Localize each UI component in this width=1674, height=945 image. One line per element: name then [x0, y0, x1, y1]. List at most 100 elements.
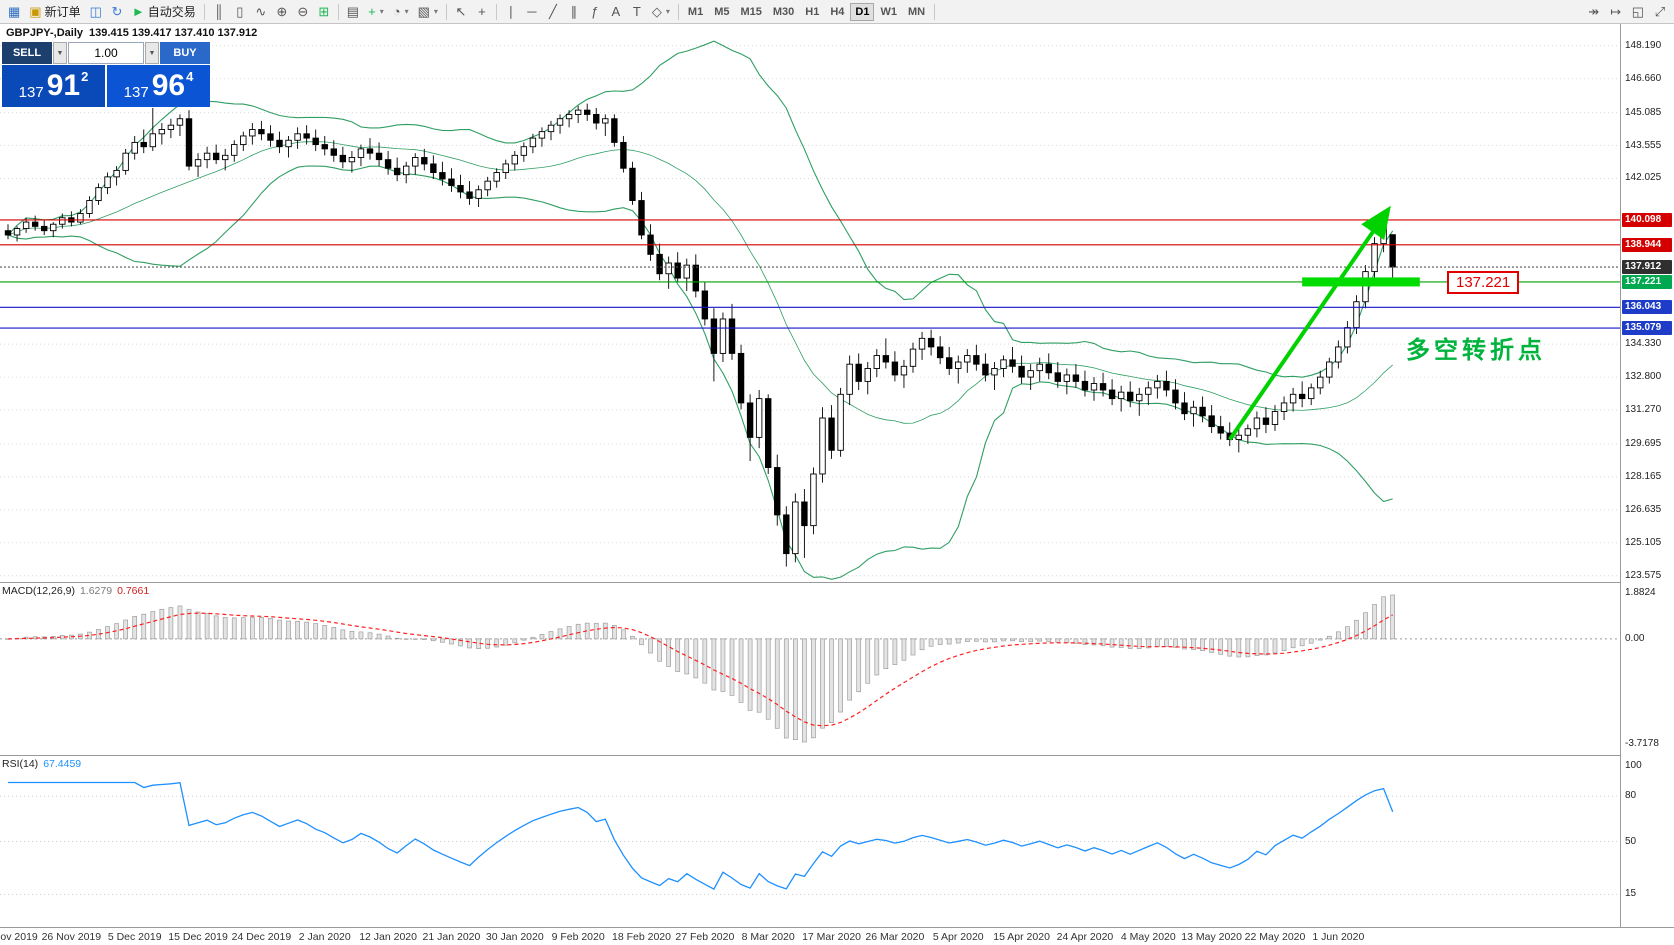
auto-trading-button: ► [131, 4, 145, 19]
arrange-icon[interactable]: ▤ [343, 2, 363, 22]
auto-scroll-icon[interactable]: ↠ [1584, 2, 1604, 22]
date-label: 4 May 2020 [1120, 931, 1176, 943]
text-icon[interactable]: A [606, 2, 626, 22]
support-level-bar[interactable] [1302, 277, 1420, 287]
rsi-name: RSI(14) [2, 758, 39, 770]
candlestick-icon[interactable]: ▯ [230, 2, 250, 22]
timeframe-button-d1[interactable]: D1 [850, 2, 875, 21]
date-label: 27 Feb 2020 [675, 931, 735, 943]
axis-price-label: 125.105 [1625, 536, 1662, 548]
bar-chart-icon[interactable]: ║ [209, 2, 229, 22]
volume-dropdown-icon[interactable]: ▼ [145, 42, 159, 64]
chart-window-icon: ◫ [89, 4, 102, 19]
date-label: 8 Mar 2020 [741, 931, 795, 943]
trendline-icon: ╱ [548, 4, 557, 19]
chart-window-icon[interactable]: ◫ [86, 2, 106, 22]
trend-arrow[interactable] [1228, 205, 1391, 441]
timeframe-button-m30[interactable]: M30 [772, 5, 795, 18]
rsi-value: 67.4459 [43, 758, 82, 770]
periods-icon: ◔ [392, 4, 401, 19]
fibonacci-icon[interactable]: ƒ [585, 2, 605, 22]
axis-price-label: 148.190 [1625, 39, 1662, 51]
expand-icon[interactable]: ⤢ [1650, 2, 1670, 22]
line-chart-icon[interactable]: ∿ [251, 2, 271, 22]
rsi-line [8, 781, 1394, 890]
chevron-down-icon: ▾ [433, 7, 438, 16]
expand-icon: ⤢ [1654, 4, 1666, 19]
periods-icon[interactable]: ◔ ▾ [389, 2, 413, 22]
date-label: 2 Jan 2020 [298, 931, 351, 943]
rsi-panel-canvas[interactable] [0, 756, 1620, 927]
sell-button[interactable]: SELL [2, 42, 52, 64]
date-label: 17 Mar 2020 [802, 931, 862, 943]
buy-button[interactable]: BUY [160, 42, 210, 64]
new-order-button[interactable]: ▣ 新订单 [25, 2, 84, 22]
chart-ohlc-values: 139.415 139.417 137.410 137.912 [89, 27, 258, 39]
cursor-icon: ↖ [455, 4, 467, 19]
indicators-icon[interactable]: + ▾ [364, 2, 388, 22]
price-gridlines [0, 45, 1620, 577]
tile-windows-icon[interactable]: ⊞ [314, 2, 334, 22]
chart-shift-icon[interactable]: ↦ [1606, 2, 1626, 22]
indicators-icon: + [368, 4, 376, 19]
vertical-line-icon[interactable]: ∣ [501, 2, 521, 22]
timeframe-button-h4[interactable]: H4 [830, 5, 845, 18]
timeframe-button-m15[interactable]: M15 [740, 5, 762, 18]
date-label: 1 Jun 2020 [1312, 931, 1365, 943]
crosshair-icon[interactable]: + [472, 2, 492, 22]
main-chart-canvas[interactable] [0, 24, 1620, 582]
timeframe-button-h1[interactable]: H1 [805, 5, 820, 18]
zoom-out-icon: ⊖ [297, 4, 309, 19]
price-axis[interactable]: 148.190 146.660 145.085 143.555 142.025 134.3… [1620, 24, 1674, 927]
trade-prices-row: 137 91 2 137 96 4 [2, 65, 210, 107]
channel-icon[interactable]: ∥ [564, 2, 584, 22]
timeframe-button-mn[interactable]: MN [907, 5, 926, 18]
horizontal-line-icon[interactable]: ─ [522, 2, 542, 22]
horizontal-line-objects[interactable] [0, 219, 1620, 329]
date-label: 5 Dec 2019 [107, 931, 162, 943]
zoom-out-icon[interactable]: ⊖ [293, 2, 313, 22]
toolbar-separator [337, 3, 339, 20]
timeframe-button-w1[interactable]: W1 [880, 5, 897, 18]
timeframe-button-m5[interactable]: M5 [714, 5, 730, 18]
axis-price-label: 0.00 [1625, 632, 1645, 644]
cursor-icon[interactable]: ↖ [451, 2, 471, 22]
toolbar: ▦ ▣ 新订单 ◫ ↻ ► 自动交易 ║ ▯ ∿ ⊕ ⊖ ⊞ ▤ + ▾ ◔ ▾ ▧ ▾ ↖ + ∣ ─ ╱ ∥ ƒ A T ◇ ▾ M1 M5… [0, 0, 1674, 24]
price-tag: 137.221 [1622, 274, 1672, 289]
bid-price-box[interactable]: 137 91 2 [2, 65, 105, 107]
chevron-down-icon: ▾ [404, 7, 409, 16]
macd-value-1: 1.6279 [79, 585, 113, 597]
panel-separator[interactable] [0, 582, 1674, 583]
toolbar-right-group: ↠ ↦ ◱ ⤢ [1584, 2, 1670, 22]
bid-price-big: 91 [46, 69, 81, 102]
date-label: 24 Dec 2019 [231, 931, 292, 943]
turning-point-text[interactable]: 多空转折点 [1406, 337, 1546, 364]
app-icon: ▦ [8, 4, 21, 19]
chart-shift-icon: ↦ [1610, 4, 1622, 19]
shapes-icon[interactable]: ◇ ▾ [648, 2, 674, 22]
level-price-callout[interactable]: 137.221 [1447, 271, 1520, 294]
auto-trading-button[interactable]: ► 自动交易 [128, 2, 200, 22]
ask-price-pip: 4 [186, 68, 194, 84]
label-icon[interactable]: T [627, 2, 647, 22]
refresh-icon[interactable]: ↻ [107, 2, 127, 22]
sell-dropdown-icon[interactable]: ▼ [53, 42, 67, 64]
chart-symbol-period: GBPJPY-,Daily [6, 27, 84, 39]
dock-icon[interactable]: ◱ [1628, 2, 1648, 22]
ask-price-big: 96 [151, 69, 186, 102]
timeframe-button-m1[interactable]: M1 [687, 5, 704, 18]
axis-price-label: 129.695 [1625, 437, 1662, 449]
bid-price-pip: 2 [81, 68, 89, 84]
price-tag: 137.912 [1622, 260, 1672, 275]
template-icon[interactable]: ▧ ▾ [414, 2, 442, 22]
panel-separator[interactable] [0, 755, 1674, 756]
dock-icon: ◱ [1631, 4, 1644, 19]
ask-price-box[interactable]: 137 96 4 [107, 65, 210, 107]
axis-price-label: 146.660 [1625, 72, 1662, 84]
macd-panel-canvas[interactable] [0, 583, 1620, 754]
app-icon[interactable]: ▦ [4, 2, 24, 22]
zoom-in-icon[interactable]: ⊕ [272, 2, 292, 22]
volume-input[interactable] [68, 42, 144, 64]
trendline-icon[interactable]: ╱ [543, 2, 563, 22]
